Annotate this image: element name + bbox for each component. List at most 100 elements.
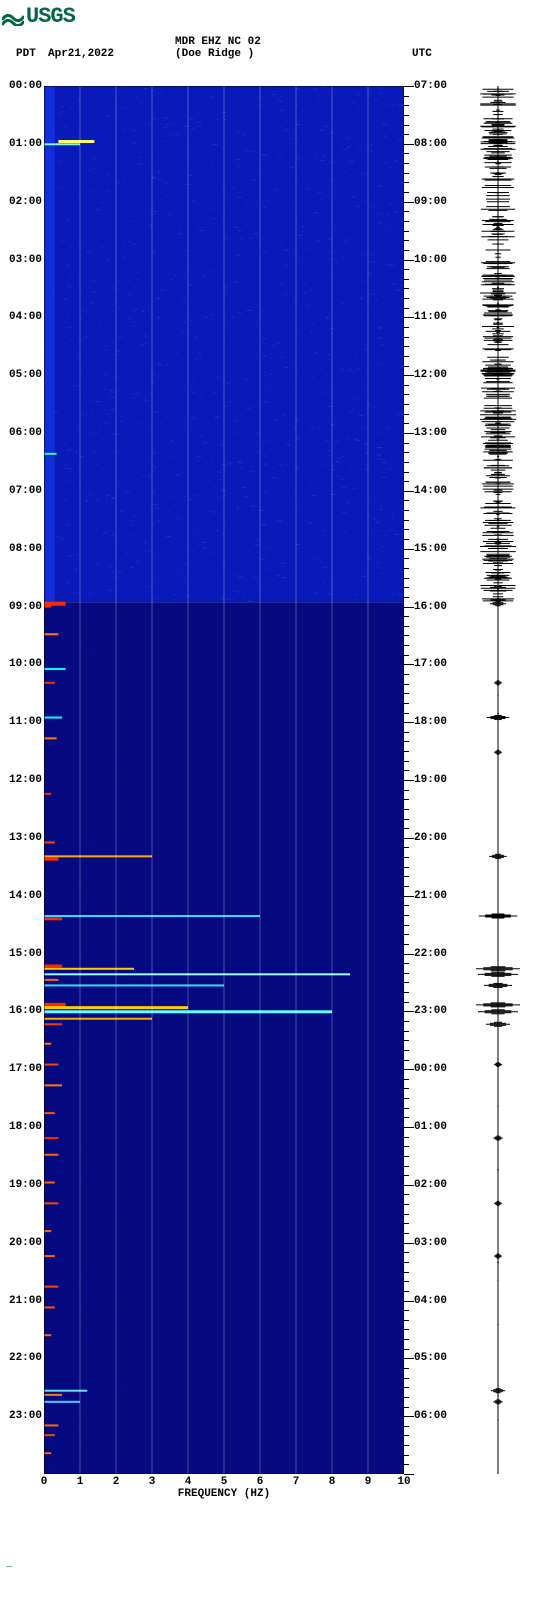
tick-minor <box>404 1031 409 1032</box>
tick-minor <box>404 876 409 877</box>
x-tick-label: 8 <box>329 1476 336 1488</box>
tick-minor <box>404 770 409 771</box>
y-left-label: 18:00 <box>0 1121 44 1133</box>
tick-minor <box>404 867 409 868</box>
tick-minor <box>404 1175 409 1176</box>
tick-major <box>404 1069 414 1070</box>
tick-major <box>404 202 414 203</box>
tick-major <box>404 317 414 318</box>
y-left-label: 20:00 <box>0 1237 44 1249</box>
tick-minor <box>404 915 409 916</box>
tick-minor <box>404 1194 409 1195</box>
spectrogram-canvas <box>44 86 404 1474</box>
y-left-label: 12:00 <box>0 774 44 786</box>
y-left-label: 08:00 <box>0 543 44 555</box>
tick-minor <box>404 1387 409 1388</box>
tick-minor <box>404 1204 409 1205</box>
tick-minor <box>404 1088 409 1089</box>
y-left-label: 19:00 <box>0 1179 44 1191</box>
y-left-label: 00:00 <box>0 80 44 92</box>
tick-minor <box>404 134 409 135</box>
date-label: Apr21,2022 <box>48 48 114 60</box>
tick-minor <box>404 462 409 463</box>
tick-minor <box>404 1002 409 1003</box>
tick-minor <box>404 1108 409 1109</box>
tick-minor <box>404 1464 409 1465</box>
y-left-label: 05:00 <box>0 369 44 381</box>
y-left-label: 01:00 <box>0 138 44 150</box>
tick-minor <box>404 635 409 636</box>
tick-minor <box>404 500 409 501</box>
tick-minor <box>404 1310 409 1311</box>
tick-minor <box>404 1098 409 1099</box>
y-left-label: 16:00 <box>0 1005 44 1017</box>
tick-minor <box>404 298 409 299</box>
tick-minor <box>404 1233 409 1234</box>
tick-minor <box>404 1329 409 1330</box>
tick-minor <box>404 645 409 646</box>
x-tick-label: 3 <box>149 1476 156 1488</box>
tick-minor <box>404 115 409 116</box>
y-left-label: 03:00 <box>0 254 44 266</box>
y-left-label: 15:00 <box>0 948 44 960</box>
tick-minor <box>404 799 409 800</box>
tick-minor <box>404 288 409 289</box>
tick-minor <box>404 1223 409 1224</box>
tz-right: UTC <box>412 48 432 60</box>
tick-minor <box>404 240 409 241</box>
tick-minor <box>404 905 409 906</box>
tick-minor <box>404 1320 409 1321</box>
tick-minor <box>404 510 409 511</box>
tick-major <box>404 433 414 434</box>
tick-minor <box>404 558 409 559</box>
tick-minor <box>404 1050 409 1051</box>
tick-minor <box>404 587 409 588</box>
x-tick-label: 7 <box>293 1476 300 1488</box>
tick-minor <box>404 597 409 598</box>
tick-minor <box>404 125 409 126</box>
x-tick-label: 0 <box>41 1476 48 1488</box>
tick-minor <box>404 356 409 357</box>
usgs-text: USGS <box>26 4 75 29</box>
tick-minor <box>404 1060 409 1061</box>
tick-minor <box>404 982 409 983</box>
y-left-label: 23:00 <box>0 1410 44 1422</box>
tick-minor <box>404 105 409 106</box>
y-left-label: 22:00 <box>0 1352 44 1364</box>
tick-minor <box>404 674 409 675</box>
tick-minor <box>404 481 409 482</box>
tz-left: PDT <box>16 48 36 60</box>
tick-major <box>404 1243 414 1244</box>
tick-minor <box>404 346 409 347</box>
x-tick-label: 2 <box>113 1476 120 1488</box>
tick-minor <box>404 732 409 733</box>
tick-minor <box>404 231 409 232</box>
tick-minor <box>404 963 409 964</box>
tick-minor <box>404 819 409 820</box>
tick-minor <box>404 1272 409 1273</box>
tick-major <box>404 838 414 839</box>
tick-minor <box>404 327 409 328</box>
tick-minor <box>404 626 409 627</box>
tick-minor <box>404 1137 409 1138</box>
tick-major <box>404 1185 414 1186</box>
tick-minor <box>404 308 409 309</box>
tick-minor <box>404 1021 409 1022</box>
tick-minor <box>404 1378 409 1379</box>
y-left-label: 21:00 <box>0 1295 44 1307</box>
tick-minor <box>404 192 409 193</box>
tick-minor <box>404 925 409 926</box>
y-left-label: 02:00 <box>0 196 44 208</box>
x-tick-label: 10 <box>397 1476 410 1488</box>
tick-minor <box>404 385 409 386</box>
tick-minor <box>404 655 409 656</box>
tick-major <box>404 1474 414 1475</box>
tick-minor <box>404 1281 409 1282</box>
tick-minor <box>404 221 409 222</box>
tick-minor <box>404 578 409 579</box>
tick-minor <box>404 886 409 887</box>
tick-minor <box>404 693 409 694</box>
tick-minor <box>404 173 409 174</box>
tick-minor <box>404 1117 409 1118</box>
seismogram-trace <box>458 86 538 1474</box>
